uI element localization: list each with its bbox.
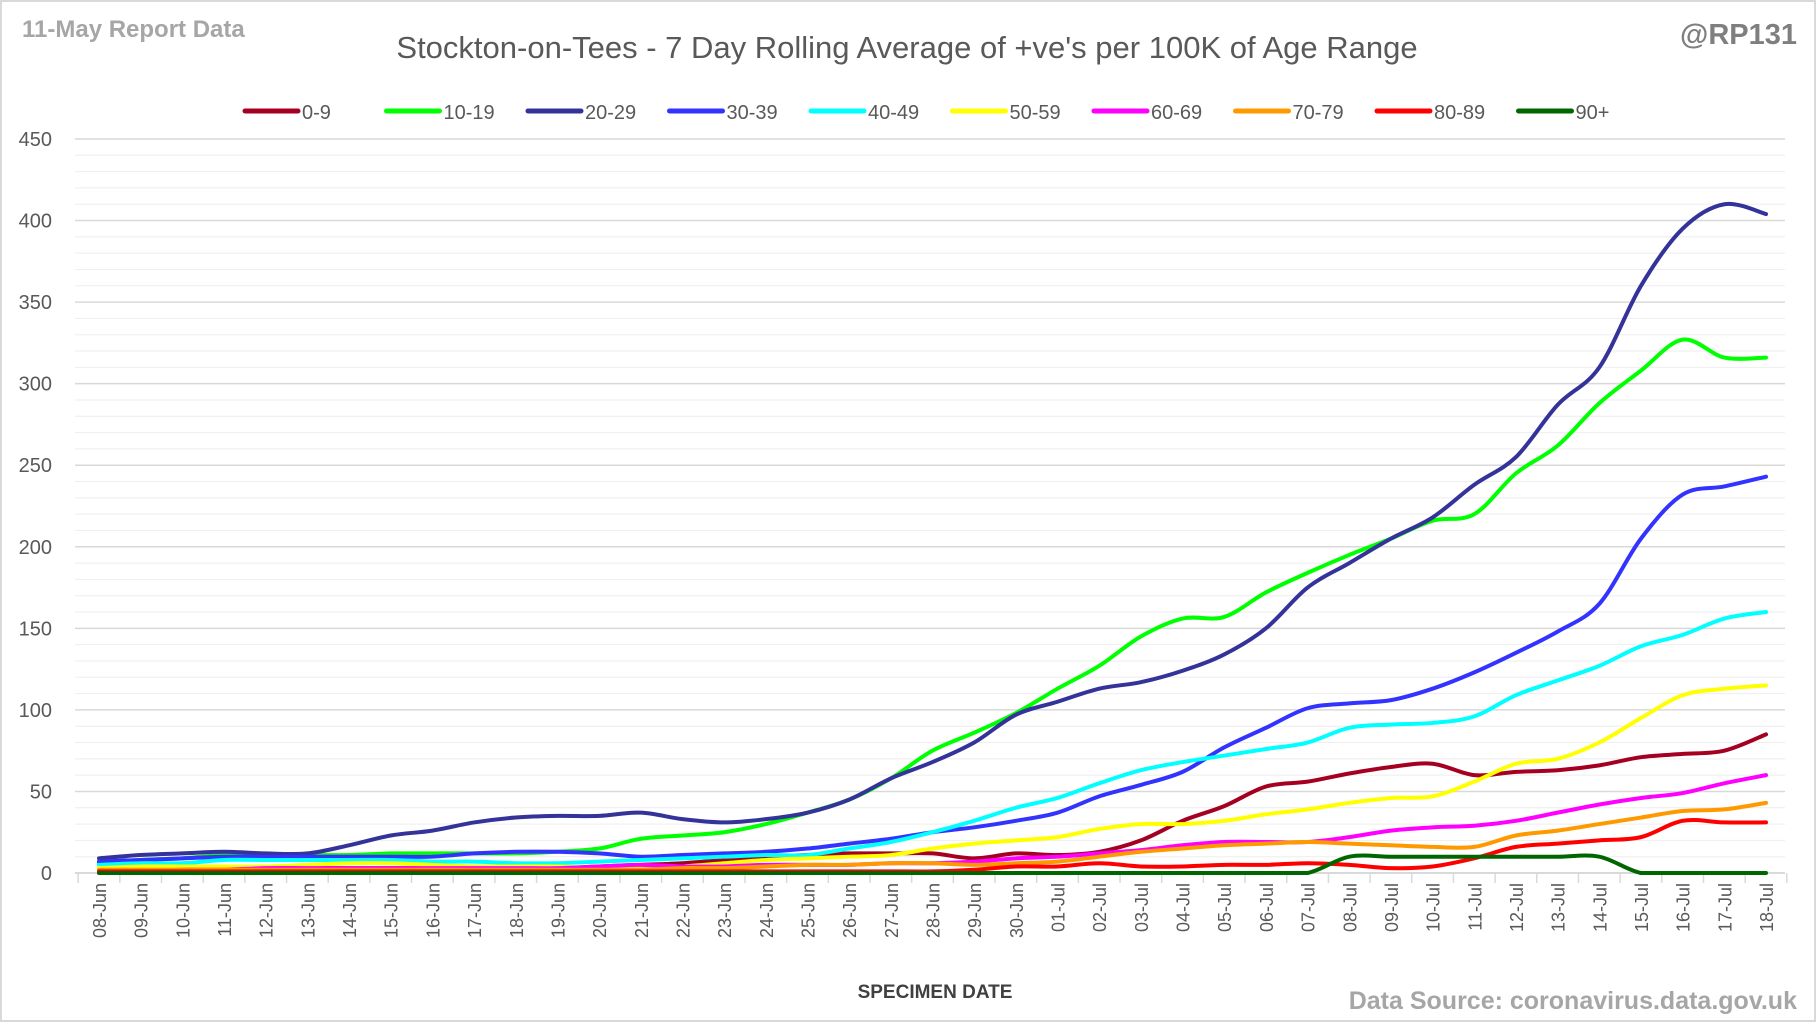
x-tick-label: 11-Jul bbox=[1465, 883, 1485, 931]
y-tick-label: 150 bbox=[19, 618, 52, 640]
x-tick-label: 07-Jul bbox=[1299, 883, 1319, 932]
x-tick-label: 21-Jun bbox=[632, 883, 652, 938]
series-line-90+ bbox=[97, 853, 1768, 876]
legend-label: 90+ bbox=[1576, 102, 1610, 124]
y-tick-label: 350 bbox=[19, 292, 52, 314]
x-tick-label: 04-Jul bbox=[1174, 883, 1194, 932]
x-tick-label: 02-Jul bbox=[1090, 883, 1110, 932]
report-label: 11-May Report Data bbox=[22, 16, 245, 43]
x-tick-label: 18-Jun bbox=[507, 883, 527, 938]
data-source: Data Source: coronavirus.data.gov.uk bbox=[1349, 987, 1797, 1015]
y-tick-label: 450 bbox=[19, 129, 52, 151]
x-tick-label: 17-Jun bbox=[465, 883, 485, 938]
x-tick-label: 10-Jul bbox=[1424, 883, 1444, 932]
series-line-40-49 bbox=[97, 610, 1768, 867]
x-tick-label: 29-Jun bbox=[965, 883, 985, 938]
gridlines bbox=[75, 138, 1785, 858]
x-tick-label: 16-Jun bbox=[423, 883, 443, 938]
y-tick-label: 400 bbox=[19, 211, 52, 233]
x-tick-label: 09-Jul bbox=[1382, 883, 1402, 932]
x-tick-label: 26-Jun bbox=[840, 883, 860, 938]
y-tick-label: 200 bbox=[19, 537, 52, 559]
x-tick-label: 05-Jul bbox=[1215, 883, 1235, 932]
x-tick-label: 13-Jul bbox=[1549, 883, 1569, 932]
y-tick-label: 250 bbox=[19, 455, 52, 477]
legend-label: 20-29 bbox=[585, 102, 636, 124]
y-tick-label: 0 bbox=[41, 863, 52, 885]
x-tick-label: 25-Jun bbox=[798, 883, 818, 938]
chart-title: Stockton-on-Tees - 7 Day Rolling Average… bbox=[396, 30, 1417, 65]
x-tick-label: 08-Jun bbox=[90, 883, 110, 938]
y-tick-label: 300 bbox=[19, 374, 52, 396]
x-tick-label: 06-Jul bbox=[1257, 883, 1277, 932]
x-tick-label: 12-Jul bbox=[1507, 883, 1527, 932]
x-tick-label: 15-Jun bbox=[382, 883, 402, 938]
x-tick-label: 14-Jun bbox=[340, 883, 360, 938]
series-line-20-29 bbox=[97, 201, 1768, 861]
x-tick-label: 17-Jul bbox=[1715, 883, 1735, 932]
x-tick-label: 08-Jul bbox=[1340, 883, 1360, 932]
x-tick-label: 19-Jun bbox=[548, 883, 568, 938]
x-tick-label: 23-Jun bbox=[715, 883, 735, 938]
x-tick-label: 30-Jun bbox=[1007, 883, 1027, 938]
x-axis-title: SPECIMEN DATE bbox=[858, 982, 1013, 1003]
x-tick-label: 18-Jul bbox=[1757, 883, 1777, 932]
x-tick-label: 10-Jun bbox=[173, 883, 193, 938]
x-tick-label: 01-Jul bbox=[1049, 883, 1069, 932]
legend-label: 40-49 bbox=[868, 102, 919, 124]
y-tick-label: 50 bbox=[30, 781, 52, 803]
x-tick-label: 27-Jun bbox=[882, 883, 902, 938]
x-tick-label: 28-Jun bbox=[924, 883, 944, 938]
legend-label: 50-59 bbox=[1010, 102, 1061, 124]
series-line-50-59 bbox=[97, 683, 1768, 871]
author-handle: @RP131 bbox=[1680, 19, 1797, 51]
x-tick-label: 16-Jul bbox=[1674, 883, 1694, 932]
legend: 0-9 10-19 20-29 30-39 40-49 50-59 60-69 70-79 80… bbox=[242, 102, 1610, 124]
x-tick-label: 24-Jun bbox=[757, 883, 777, 938]
y-tick-label: 100 bbox=[19, 700, 52, 722]
legend-label: 60-69 bbox=[1151, 102, 1202, 124]
x-tick-label: 09-Jun bbox=[132, 883, 152, 938]
legend-label: 70-79 bbox=[1293, 102, 1344, 124]
legend-label: 80-89 bbox=[1434, 102, 1485, 124]
legend-label: 10-19 bbox=[444, 102, 495, 124]
legend-label: 0-9 bbox=[302, 102, 331, 124]
x-tick-label: 20-Jun bbox=[590, 883, 610, 938]
x-tick-label: 13-Jun bbox=[298, 883, 318, 938]
x-axis: 08-Jun 09-Jun 10-Jun 11-Jun 12-Jun 13-Jun 14-J… bbox=[75, 872, 1788, 938]
x-tick-label: 22-Jun bbox=[673, 883, 693, 938]
y-axis: 0 50 100 150 200 250 300 350 400 450 bbox=[19, 129, 52, 885]
series-line-30-39 bbox=[97, 474, 1768, 864]
x-tick-label: 15-Jul bbox=[1632, 883, 1652, 932]
x-tick-label: 03-Jul bbox=[1132, 883, 1152, 932]
x-tick-label: 11-Jun bbox=[215, 883, 235, 937]
legend-label: 30-39 bbox=[727, 102, 778, 124]
x-tick-label: 12-Jun bbox=[257, 883, 277, 938]
series-line-10-19 bbox=[97, 337, 1768, 866]
series-lines bbox=[97, 201, 1768, 876]
x-tick-label: 14-Jul bbox=[1590, 883, 1610, 932]
